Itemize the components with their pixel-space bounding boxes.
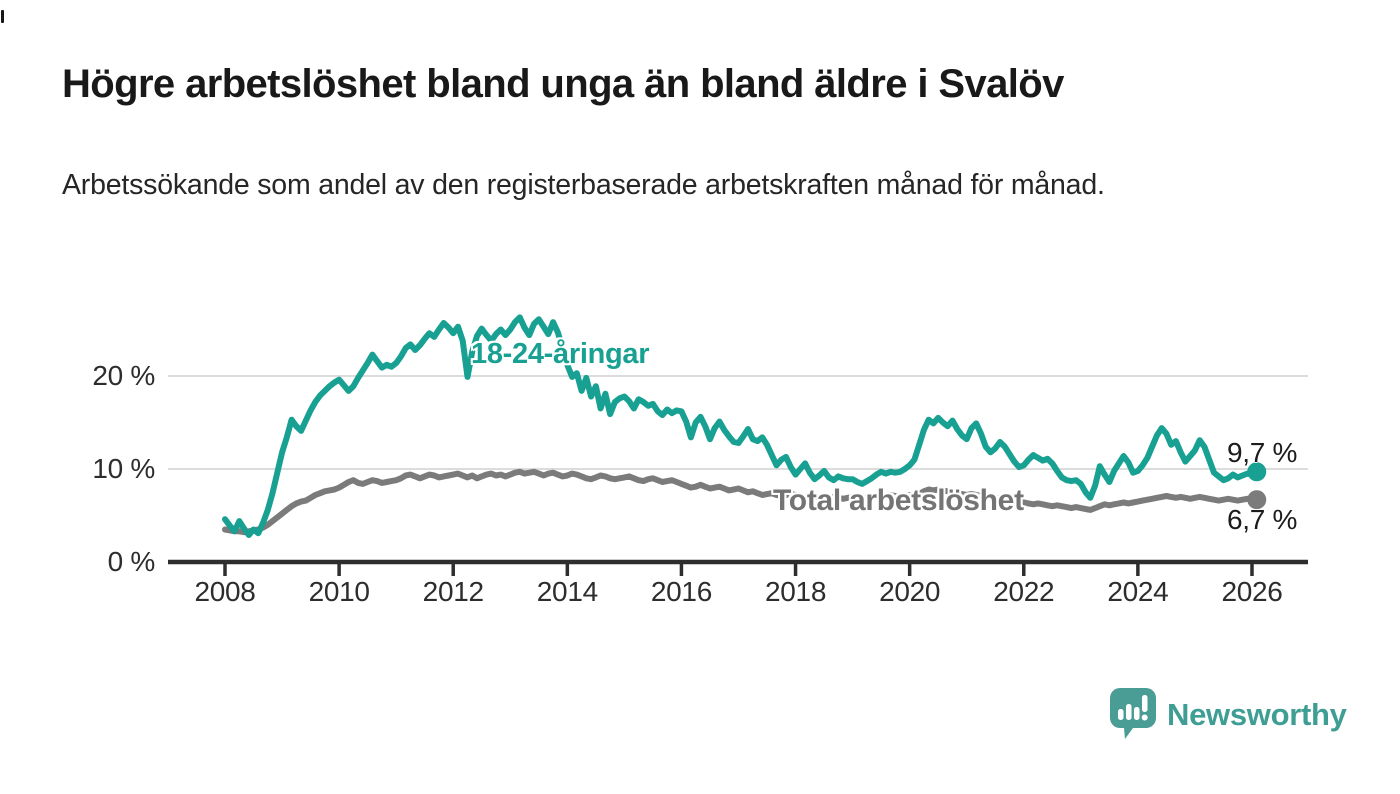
x-tick-label: 2020 [879,576,941,607]
series-end-dot-Total arbetslöshet [1247,490,1267,510]
series-end-dot-18-24-åringar [1247,462,1267,482]
x-tick-label: 2008 [194,576,256,607]
series-label-total: Total arbetslöshet [773,484,1024,517]
x-tick-label: 2022 [993,576,1055,607]
x-tick-label: 2014 [536,576,598,607]
x-tick-label: 2010 [308,576,370,607]
screenshot-artifact [1,10,4,23]
newsworthy-logo-icon [1110,688,1156,739]
series-line-18-24-åringar [222,314,1260,538]
y-tick-label: 0 % [107,546,156,577]
end-value-total: 6,7 % [1227,504,1298,535]
x-tick-label: 2016 [650,576,712,607]
newsworthy-brand: Newsworthy [1110,688,1347,740]
x-tick-label: 2024 [1107,576,1169,607]
y-tick-label: 10 % [92,453,155,484]
newsworthy-wordmark: Newsworthy [1167,697,1347,732]
end-value-18-24: 9,7 % [1227,437,1298,468]
y-tick-label: 20 % [92,360,155,391]
x-tick-label: 2026 [1221,576,1283,607]
series-label-18-24: 18-24-åringar [471,338,650,370]
page-title: Högre arbetslöshet bland unga än bland ä… [62,62,1064,106]
x-tick-label: 2018 [765,576,827,607]
series-line-Total arbetslöshet [222,468,1260,536]
x-tick-label: 2012 [422,576,484,607]
page-subtitle: Arbetssökande som andel av den registerb… [62,169,1105,201]
